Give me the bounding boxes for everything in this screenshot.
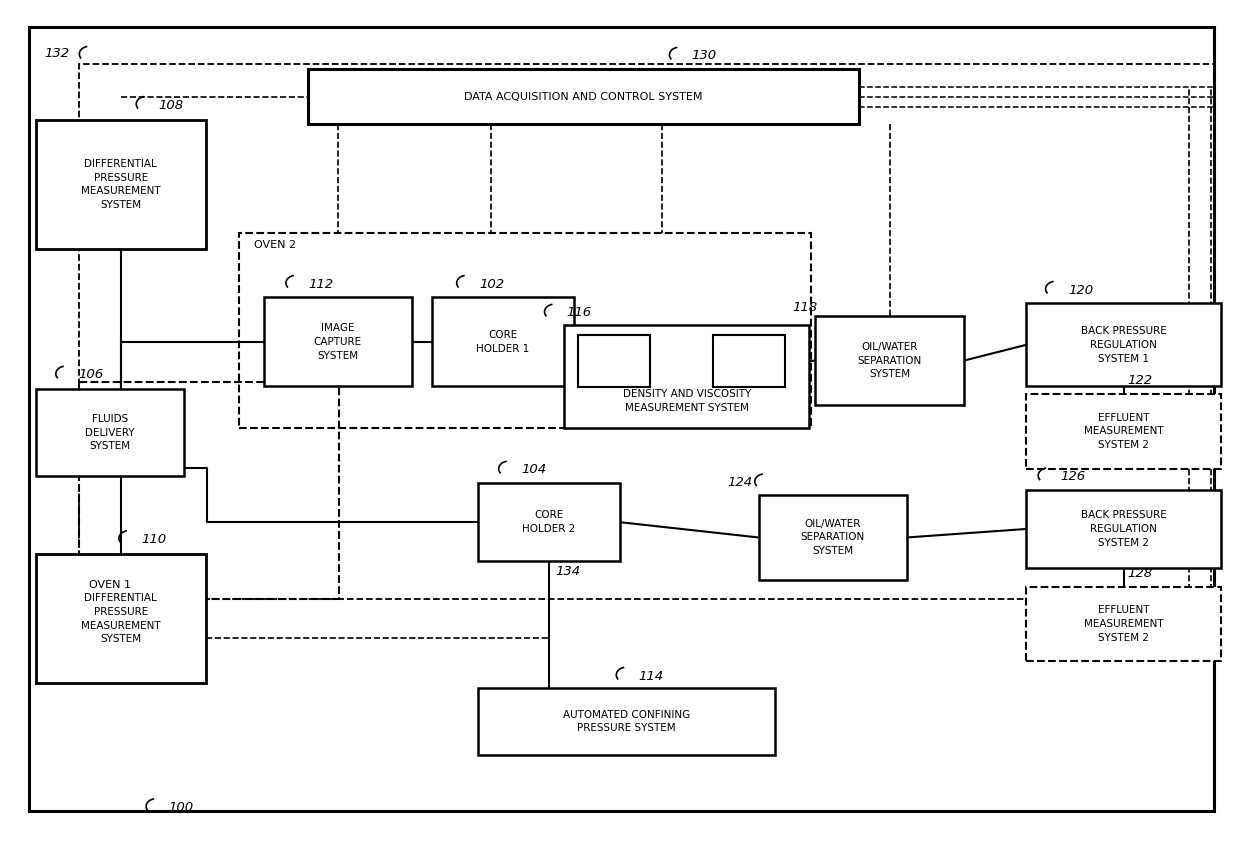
FancyBboxPatch shape (1025, 586, 1221, 661)
Text: 104: 104 (521, 464, 546, 477)
Text: 122: 122 (1127, 374, 1152, 387)
FancyBboxPatch shape (1025, 303, 1221, 386)
FancyBboxPatch shape (29, 27, 1214, 812)
Text: CORE
HOLDER 1: CORE HOLDER 1 (476, 330, 529, 354)
Text: DIFFERENTIAL
PRESSURE
MEASUREMENT
SYSTEM: DIFFERENTIAL PRESSURE MEASUREMENT SYSTEM (81, 593, 161, 644)
Text: BACK PRESSURE
REGULATION
SYSTEM 1: BACK PRESSURE REGULATION SYSTEM 1 (1081, 326, 1167, 363)
Text: 110: 110 (141, 533, 166, 546)
FancyBboxPatch shape (264, 297, 412, 386)
FancyBboxPatch shape (36, 389, 185, 477)
FancyBboxPatch shape (36, 555, 206, 683)
FancyBboxPatch shape (477, 483, 620, 561)
Text: 132: 132 (45, 47, 69, 60)
FancyBboxPatch shape (713, 334, 785, 387)
Text: OVEN 1: OVEN 1 (89, 580, 131, 590)
Text: 120: 120 (1068, 283, 1092, 296)
Text: 134: 134 (556, 565, 580, 579)
Text: 114: 114 (639, 670, 663, 683)
Text: OVEN 2: OVEN 2 (254, 240, 296, 249)
Text: FLUIDS
DELIVERY
SYSTEM: FLUIDS DELIVERY SYSTEM (86, 414, 135, 451)
Text: BACK PRESSURE
REGULATION
SYSTEM 2: BACK PRESSURE REGULATION SYSTEM 2 (1081, 511, 1167, 547)
Text: 128: 128 (1127, 567, 1152, 580)
Text: DENSITY AND VISCOSITY
MEASUREMENT SYSTEM: DENSITY AND VISCOSITY MEASUREMENT SYSTEM (622, 389, 751, 413)
Text: DIFFERENTIAL
PRESSURE
MEASUREMENT
SYSTEM: DIFFERENTIAL PRESSURE MEASUREMENT SYSTEM (81, 159, 161, 210)
Text: 102: 102 (479, 277, 505, 291)
FancyBboxPatch shape (432, 297, 574, 386)
Text: DATA ACQUISITION AND CONTROL SYSTEM: DATA ACQUISITION AND CONTROL SYSTEM (464, 92, 703, 102)
Text: 108: 108 (159, 99, 184, 111)
Text: 126: 126 (1060, 471, 1085, 483)
Text: OIL/WATER
SEPARATION
SYSTEM: OIL/WATER SEPARATION SYSTEM (858, 342, 921, 380)
Text: EFFLUENT
MEASUREMENT
SYSTEM 2: EFFLUENT MEASUREMENT SYSTEM 2 (1084, 413, 1163, 450)
Text: 100: 100 (169, 801, 193, 814)
FancyBboxPatch shape (816, 316, 963, 405)
FancyBboxPatch shape (564, 324, 810, 428)
Text: 124: 124 (727, 476, 753, 489)
FancyBboxPatch shape (1025, 394, 1221, 469)
Text: EFFLUENT
MEASUREMENT
SYSTEM 2: EFFLUENT MEASUREMENT SYSTEM 2 (1084, 605, 1163, 643)
Text: OIL/WATER
SEPARATION
SYSTEM: OIL/WATER SEPARATION SYSTEM (801, 519, 866, 556)
Text: 112: 112 (309, 277, 334, 291)
FancyBboxPatch shape (578, 334, 650, 387)
Text: 116: 116 (567, 306, 591, 319)
FancyBboxPatch shape (759, 495, 906, 580)
Text: 106: 106 (78, 368, 103, 381)
FancyBboxPatch shape (309, 69, 859, 124)
FancyBboxPatch shape (1025, 490, 1221, 568)
FancyBboxPatch shape (477, 688, 775, 755)
Text: IMAGE
CAPTURE
SYSTEM: IMAGE CAPTURE SYSTEM (314, 323, 362, 361)
FancyBboxPatch shape (36, 120, 206, 249)
Text: AUTOMATED CONFINING
PRESSURE SYSTEM: AUTOMATED CONFINING PRESSURE SYSTEM (563, 710, 689, 734)
Text: 130: 130 (692, 49, 717, 62)
Text: 118: 118 (792, 300, 818, 313)
Text: CORE
HOLDER 2: CORE HOLDER 2 (522, 511, 575, 534)
